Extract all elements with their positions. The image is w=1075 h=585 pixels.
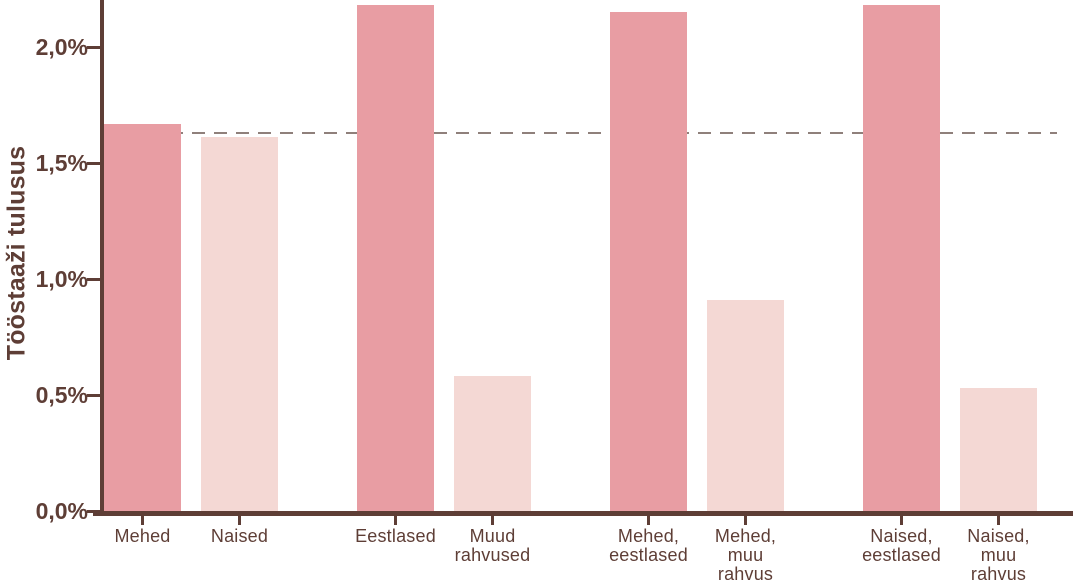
x-label-line: muu [727, 545, 764, 565]
x-axis-line [93, 511, 1073, 516]
y-axis-tick-label: 0,5% [35, 382, 88, 408]
y-axis-tick [87, 162, 102, 165]
x-label-line: rahvused [454, 545, 531, 565]
y-axis-tick-label: 1,0% [35, 266, 88, 292]
x-label-line: muu [980, 545, 1017, 565]
reference-line [104, 131, 1057, 134]
y-axis-tick-label: 0,0% [35, 498, 88, 524]
x-label-mehed: Mehed [73, 527, 213, 546]
y-axis-line [100, 0, 104, 516]
x-axis-tick [744, 516, 747, 525]
bar-mehed-muu-rahvus [707, 299, 784, 511]
x-label-line: eestlased [609, 545, 688, 565]
x-axis-tick [394, 516, 397, 525]
bar-naised [201, 137, 278, 511]
x-label-line: rahvus [717, 564, 774, 584]
y-axis-tick-label: 2,0% [35, 34, 88, 60]
x-label-line: Eestlased [355, 526, 436, 546]
x-label-line: Mehed [114, 526, 171, 546]
x-axis-tick [238, 516, 241, 525]
x-axis-tick [141, 516, 144, 525]
x-label-line: eestlased [862, 545, 941, 565]
x-label-eestlased: Eestlased [326, 527, 466, 546]
x-axis-tick [900, 516, 903, 525]
x-label-line: Naised, [967, 526, 1030, 546]
bar-muud-rahvused [454, 376, 531, 511]
y-axis-tick [87, 394, 102, 397]
x-label-line: Naised, [870, 526, 933, 546]
x-label-line: Muud [469, 526, 516, 546]
bar-mehed-eestlased [610, 12, 687, 511]
x-label-line: Naised [210, 526, 269, 546]
x-label-naised-muu-rahvus: Naised, muu rahvus [929, 527, 1069, 584]
bar-naised-muu-rahvus [960, 388, 1037, 511]
x-axis-tick [647, 516, 650, 525]
bar-mehed [104, 123, 181, 511]
y-axis-tick [87, 46, 102, 49]
y-axis-tick-label: 1,5% [35, 150, 88, 176]
x-label-line: Mehed, [617, 526, 680, 546]
x-label-line: Mehed, [714, 526, 777, 546]
x-label-line: rahvus [970, 564, 1027, 584]
bar-eestlased [357, 5, 434, 511]
y-axis-tick [87, 278, 102, 281]
x-axis-tick [491, 516, 494, 525]
x-label-naised: Naised [170, 527, 310, 546]
x-axis-tick [997, 516, 1000, 525]
x-label-muud-rahvused: Muud rahvused [423, 527, 563, 565]
y-axis-title: Tööstaaži tulusus [2, 145, 31, 361]
y-axis-tick [87, 510, 102, 513]
x-label-mehed-eestlased: Mehed, eestlased [579, 527, 719, 565]
bar-naised-eestlased [863, 5, 940, 511]
x-label-naised-eestlased: Naised, eestlased [832, 527, 972, 565]
x-label-mehed-muu-rahvus: Mehed, muu rahvus [676, 527, 816, 584]
